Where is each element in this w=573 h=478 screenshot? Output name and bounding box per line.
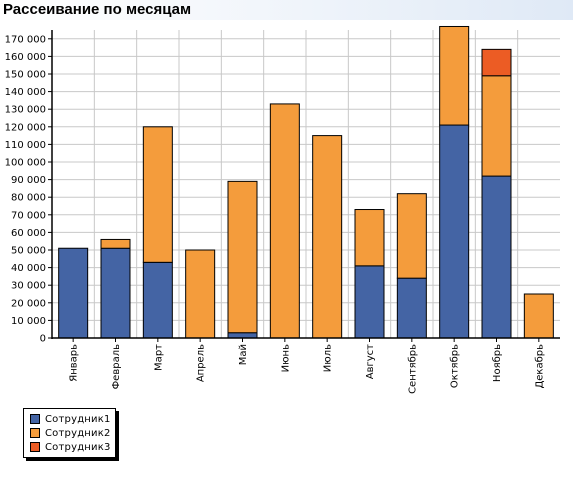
x-tick-label: Апрель xyxy=(196,344,207,382)
bar-1 xyxy=(227,332,258,339)
x-tick-label: Декабрь xyxy=(534,344,545,389)
legend-swatch-series2 xyxy=(30,428,40,438)
bar-3 xyxy=(481,48,512,77)
bar-1 xyxy=(396,277,427,339)
bar-2 xyxy=(142,126,173,263)
legend-item-series3: Сотрудник3 xyxy=(30,440,111,454)
y-tick-label: 20 000 xyxy=(11,298,46,309)
y-tick-label: 0 xyxy=(40,334,46,345)
bar-1 xyxy=(439,124,470,339)
y-tick-label: 90 000 xyxy=(11,175,46,186)
y-tick-label: 30 000 xyxy=(11,281,46,292)
bar-1 xyxy=(100,247,131,339)
y-tick-label: 80 000 xyxy=(11,193,46,204)
x-tick-label: Февраль xyxy=(111,344,122,390)
bar-2 xyxy=(354,209,385,267)
bar-1 xyxy=(354,265,385,339)
legend-swatch-series1 xyxy=(30,414,40,424)
y-tick-label: 140 000 xyxy=(5,87,46,98)
x-tick-label: Май xyxy=(238,344,249,365)
chart-title-bar: Рассеивание по месяцам xyxy=(0,0,573,20)
y-tick-label: 70 000 xyxy=(11,210,46,221)
y-tick-label: 60 000 xyxy=(11,228,46,239)
stacked-bar-chart: 0 10 000 20 000 30 000 40 000 50 000 60 000 70 … xyxy=(5,25,560,394)
y-tick-label: 130 000 xyxy=(5,105,46,116)
y-tick-label: 150 000 xyxy=(5,70,46,81)
x-tick-label: Октябрь xyxy=(450,344,461,388)
bar-2 xyxy=(100,238,131,249)
bar-2 xyxy=(523,293,554,339)
legend-item-series2: Сотрудник2 xyxy=(30,426,111,440)
x-tick-label: Июнь xyxy=(280,344,291,372)
bar-1 xyxy=(58,247,89,339)
bar-2 xyxy=(312,135,343,339)
y-tick-label: 110 000 xyxy=(5,140,46,151)
bar-2 xyxy=(481,75,512,177)
legend-label-series1: Сотрудник1 xyxy=(45,413,111,425)
x-tick-label: Март xyxy=(153,344,164,371)
y-tick-label: 40 000 xyxy=(11,263,46,274)
y-tick-label: 100 000 xyxy=(5,158,46,169)
y-tick-label: 50 000 xyxy=(11,246,46,257)
legend-label-series3: Сотрудник3 xyxy=(45,441,111,453)
legend-swatch-series3 xyxy=(30,442,40,452)
bar-2 xyxy=(439,25,470,126)
legend-item-series1: Сотрудник1 xyxy=(30,412,111,426)
y-tick-label: 10 000 xyxy=(11,316,46,327)
y-tick-label: 120 000 xyxy=(5,122,46,133)
legend-label-series2: Сотрудник2 xyxy=(45,427,111,439)
bar-2 xyxy=(227,180,258,334)
bar-1 xyxy=(481,175,512,339)
x-tick-label: Сентябрь xyxy=(407,344,418,394)
bar-2 xyxy=(185,249,216,339)
bar-2 xyxy=(269,103,300,339)
x-tick-label: Январь xyxy=(69,344,80,382)
chart-legend: Сотрудник1 Сотрудник2 Сотрудник3 xyxy=(23,408,116,458)
y-tick-label: 160 000 xyxy=(5,52,46,63)
bar-1 xyxy=(142,261,173,339)
x-tick-label: Ноябрь xyxy=(492,344,503,382)
bar-2 xyxy=(396,193,427,279)
x-tick-label: Июль xyxy=(323,344,334,372)
chart-title: Рассеивание по месяцам xyxy=(3,1,192,18)
x-tick-label: Август xyxy=(365,344,376,379)
y-tick-label: 170 000 xyxy=(5,34,46,45)
